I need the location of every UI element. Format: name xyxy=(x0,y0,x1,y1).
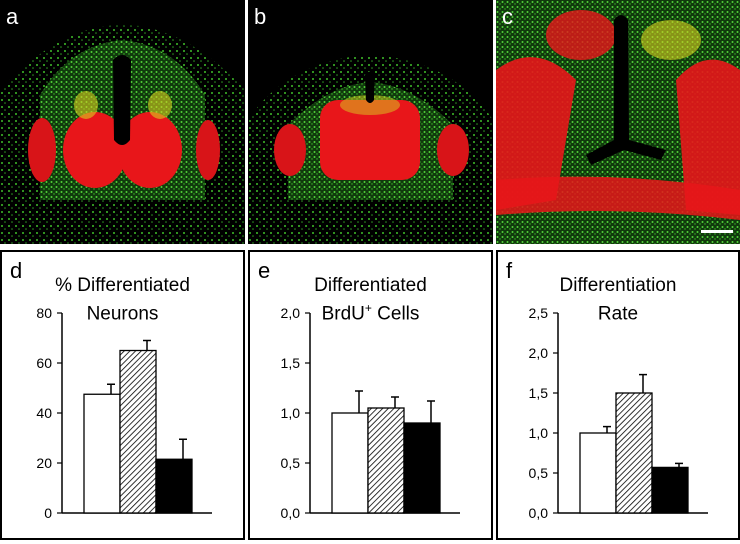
y-tick-label: 0 xyxy=(44,505,52,521)
chart-label-f: f xyxy=(506,258,513,283)
y-tick-label: 0,0 xyxy=(529,505,549,521)
y-tick-label: 2,5 xyxy=(529,305,549,321)
bar xyxy=(579,432,617,514)
chart-title-line1: Differentiated xyxy=(314,275,427,296)
chart-title-line2: Rate xyxy=(597,303,639,325)
chart-d-plot: 0 20 40 60 80 xyxy=(36,305,212,521)
y-tick-label: 2,0 xyxy=(281,305,301,321)
bar xyxy=(367,407,405,514)
chart-panel-d: d % Differentiated Neurons 0 20 40 60 80 xyxy=(0,250,245,540)
chart-panel-e: e Differentiated BrdU+ Cells 0,0 0,5 1,0 1,… xyxy=(248,250,493,540)
bar xyxy=(119,349,157,514)
bar xyxy=(403,422,441,514)
chart-label-e: e xyxy=(258,258,271,283)
y-tick-label: 20 xyxy=(36,455,52,471)
y-tick-label: 0,5 xyxy=(529,465,549,481)
chart-panel-f: f Differentiation Rate 0,0 0,5 1,0 1,5 2,0 2,… xyxy=(496,250,740,540)
bar xyxy=(651,466,689,514)
y-tick-label: 40 xyxy=(36,405,52,421)
micrograph-b-image xyxy=(248,55,493,244)
y-tick-label: 1,0 xyxy=(281,405,301,421)
micrograph-a-image xyxy=(0,25,245,244)
chart-title-d: % Differentiated Neurons xyxy=(2,274,243,325)
panel-label-b: b xyxy=(254,4,267,29)
bar xyxy=(155,458,193,514)
chart-e-plot: 0,0 0,5 1,0 1,5 2,0 xyxy=(281,305,460,521)
micrograph-c-image xyxy=(496,0,740,244)
bar xyxy=(615,392,653,514)
y-tick-label: 1,5 xyxy=(529,385,549,401)
y-tick-label: 0,5 xyxy=(281,455,301,471)
chart-title-e: Differentiated BrdU+ Cells xyxy=(250,274,491,325)
chart-title-line2: Neurons xyxy=(86,303,159,325)
y-tick-label: 80 xyxy=(36,305,52,321)
y-tick-label: 2,0 xyxy=(529,345,549,361)
chart-f-plot: 0,0 0,5 1,0 1,5 2,0 2,5 xyxy=(529,305,708,521)
micrograph-panel-b: b xyxy=(248,0,493,244)
micrograph-panel-a: a xyxy=(0,0,245,244)
y-tick-label: 1,5 xyxy=(281,355,301,371)
chart-label-d: d xyxy=(10,258,23,283)
micrograph-panel-c: c xyxy=(496,0,740,244)
chart-title-line1: Differentiation xyxy=(559,275,677,296)
chart-title-line1: % Differentiated xyxy=(55,275,190,296)
y-tick-label: 1,0 xyxy=(529,425,549,441)
chart-title-line2: BrdU+ Cells xyxy=(321,301,420,325)
bar xyxy=(331,412,369,514)
panel-label-c: c xyxy=(502,4,513,29)
bar xyxy=(83,393,121,514)
chart-title-f: Differentiation Rate xyxy=(498,274,738,325)
panel-label-a: a xyxy=(6,4,19,29)
y-tick-label: 60 xyxy=(36,355,52,371)
y-tick-label: 0,0 xyxy=(281,505,301,521)
